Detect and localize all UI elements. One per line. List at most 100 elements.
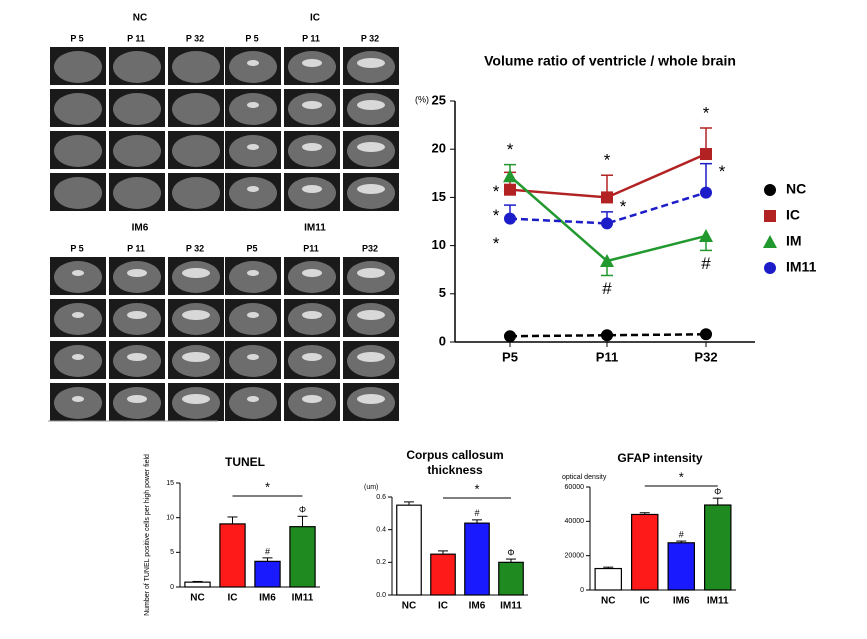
y-axis-label: (%) — [415, 94, 429, 104]
ventricle — [247, 396, 259, 402]
ventricle — [357, 310, 385, 320]
timepoint-label: P 5 — [245, 33, 258, 43]
ventricle — [247, 102, 259, 108]
ventricle — [357, 142, 385, 152]
annotation: * — [507, 140, 514, 159]
ventricle — [357, 394, 385, 404]
brain — [54, 51, 102, 83]
brain — [54, 177, 102, 209]
ventricle — [302, 59, 322, 67]
x-tick-label: IC — [438, 601, 448, 612]
ventricle — [357, 100, 385, 110]
significance-label: * — [679, 469, 684, 484]
ventricle — [182, 268, 210, 278]
bar — [631, 513, 659, 591]
ventricle — [72, 396, 84, 402]
mark-label: # — [474, 508, 479, 518]
ventricle — [72, 270, 84, 276]
ventricle — [302, 311, 322, 319]
y-tick-label: 0.6 — [376, 494, 386, 501]
brain — [229, 345, 277, 377]
brain — [113, 51, 161, 83]
brain — [172, 51, 220, 83]
legend-label: IM — [786, 233, 802, 249]
legend-marker — [764, 210, 776, 222]
ventricle — [302, 353, 322, 361]
bar — [464, 522, 490, 596]
y-axis-label: optical density — [562, 474, 607, 481]
y-tick-label: 0.0 — [376, 592, 386, 599]
annotation: * — [493, 182, 500, 201]
title-line: Corpus callosum — [406, 448, 503, 462]
brain — [229, 93, 277, 125]
x-tick-label: NC — [601, 596, 615, 607]
brain — [54, 135, 102, 167]
ventricle — [247, 144, 259, 150]
x-tick-label: NC — [402, 601, 416, 612]
marker — [504, 183, 516, 196]
y-tick-label: 15 — [432, 189, 446, 204]
legend-marker — [764, 262, 776, 274]
brain — [229, 135, 277, 167]
chart-title: GFAP intensity — [617, 451, 702, 465]
y-axis-label: (um) — [364, 484, 378, 491]
ventricle — [357, 268, 385, 278]
annotation: * — [703, 103, 710, 122]
brain — [229, 387, 277, 419]
marker — [504, 330, 516, 343]
x-tick-label: P5 — [502, 349, 518, 364]
y-tick-label: 0 — [580, 587, 584, 594]
marker — [503, 169, 517, 183]
timepoint-label: P 11 — [302, 33, 320, 43]
group-label: IC — [310, 13, 320, 24]
legend-label: IM11 — [786, 259, 817, 275]
brain — [54, 261, 102, 293]
ventricle — [247, 312, 259, 318]
marker — [601, 329, 613, 342]
bar — [219, 523, 246, 588]
x-tick-label: IM11 — [707, 596, 729, 607]
timepoint-label: P 11 — [127, 243, 145, 253]
y-tick-label: 0.4 — [376, 527, 386, 534]
mark-label: Φ — [714, 487, 721, 497]
ventricle — [72, 354, 84, 360]
ventricle — [302, 269, 322, 277]
y-tick-label: 20000 — [565, 553, 585, 560]
mark-label: # — [265, 546, 270, 556]
timepoint-label: P11 — [303, 243, 319, 253]
annotation: * — [719, 162, 726, 181]
marker — [700, 186, 712, 199]
brain — [229, 51, 277, 83]
ventricle — [302, 101, 322, 109]
marker — [700, 328, 712, 341]
ventricle — [302, 143, 322, 151]
brain — [172, 177, 220, 209]
marker — [700, 148, 712, 161]
timepoint-label: P 32 — [186, 33, 204, 43]
brain — [229, 261, 277, 293]
group-label: IM6 — [132, 223, 149, 234]
y-tick-label: 0.2 — [376, 559, 386, 566]
ventricle — [182, 352, 210, 362]
brain — [113, 177, 161, 209]
mark-label: # — [679, 529, 684, 539]
mark-label: Φ — [299, 505, 306, 515]
ventricle — [357, 184, 385, 194]
x-tick-label: IM11 — [500, 601, 522, 612]
timepoint-label: P5 — [246, 243, 257, 253]
series-line — [509, 191, 707, 225]
marker — [504, 212, 516, 225]
mark-label: Φ — [507, 547, 514, 557]
ventricle — [127, 395, 147, 403]
y-tick-label: 5 — [170, 549, 174, 556]
y-tick-label: 10 — [166, 515, 174, 522]
x-tick-label: P32 — [694, 349, 717, 364]
marker — [600, 254, 614, 268]
ventricle — [357, 352, 385, 362]
timepoint-label: P 32 — [186, 243, 204, 253]
ventricle — [247, 186, 259, 192]
marker — [699, 228, 713, 242]
bar — [396, 504, 422, 596]
legend-label: IC — [786, 207, 800, 223]
